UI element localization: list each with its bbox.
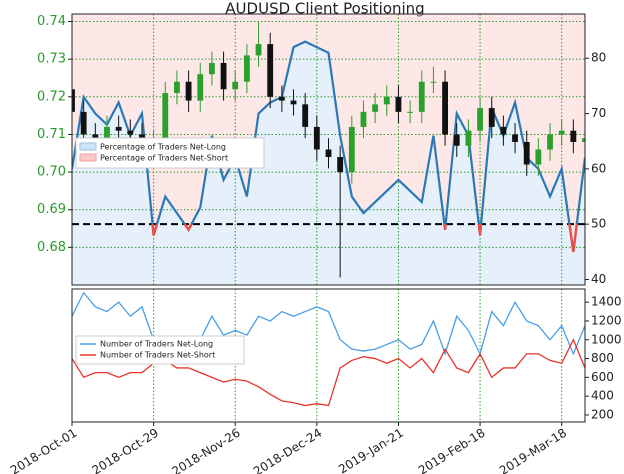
y-tick-label: 800: [591, 351, 614, 365]
y-tick-label: 600: [591, 370, 614, 384]
legend-box: [75, 137, 265, 169]
y-tick-label: 1200: [591, 313, 622, 327]
candle-body: [243, 55, 250, 82]
y-tick-label: 1400: [591, 295, 622, 309]
candle-body: [185, 81, 192, 101]
candle-body: [488, 108, 495, 127]
candle-body: [465, 130, 472, 146]
legend-label: Percentage of Traders Net-Long: [100, 143, 226, 152]
x-tick-label: 2018-Dec-24: [251, 426, 324, 474]
y2-tick-label: 60: [591, 161, 606, 175]
candle-body: [348, 126, 355, 173]
y-tick-label: 0.70: [37, 165, 66, 180]
legend-swatch: [79, 142, 97, 151]
y2-tick-label: 70: [591, 106, 606, 120]
candle-body: [208, 62, 215, 75]
candle-body: [360, 111, 367, 127]
y-tick-label: 0.69: [37, 202, 66, 217]
bottom-frame: [71, 288, 586, 423]
candle-body: [197, 74, 204, 101]
x-tick-label: 2018-Oct-29: [90, 426, 161, 474]
candle-body: [80, 111, 87, 135]
y-tick-label: 0.72: [37, 89, 66, 104]
candle-body: [104, 126, 110, 146]
candle-body: [162, 93, 169, 142]
candle-body: [174, 81, 180, 94]
candle-body: [127, 130, 134, 135]
x-tick-label: 2018-Oct-01: [8, 426, 79, 474]
candle-body: [255, 44, 262, 56]
candle-body: [407, 111, 414, 113]
candle-body: [395, 96, 402, 112]
candle-body: [453, 134, 460, 146]
legend-label: Number of Traders Net-Short: [100, 351, 215, 360]
chart-title: AUDUSD Client Positioning: [225, 0, 424, 18]
candle-body: [500, 126, 507, 135]
candle-body: [290, 100, 297, 105]
x-tick-label: 2019-Mar-18: [497, 426, 569, 474]
candle-body: [570, 130, 577, 142]
y2-tick-label: 50: [591, 217, 606, 231]
net-long-line: [72, 40, 585, 252]
candle-body: [477, 108, 483, 131]
top-frame: [71, 13, 586, 286]
candle-body: [267, 44, 274, 97]
candle-body: [325, 149, 332, 158]
candle-body: [72, 89, 75, 112]
candle-body: [430, 81, 437, 83]
y2-tick-label: 80: [591, 51, 606, 65]
candle-body: [512, 134, 518, 142]
y-tick-label: 0.73: [37, 52, 66, 67]
y-tick-label: 400: [591, 389, 614, 403]
y-tick-label: 200: [591, 407, 614, 421]
legend-label: Percentage of Traders Net-Short: [100, 154, 228, 163]
candle-body: [558, 130, 565, 135]
candle-body: [313, 126, 320, 150]
candle-body: [115, 126, 122, 131]
y2-tick-label: 40: [591, 272, 606, 286]
price-panel: [72, 14, 585, 285]
x-tick-label: 2019-Feb-18: [416, 426, 488, 474]
y-tick-label: 0.68: [37, 240, 66, 255]
y-tick-label: 1000: [591, 332, 622, 346]
candle-body: [523, 141, 530, 165]
y-tick-label: 0.74: [37, 14, 66, 29]
candle-body: [547, 134, 553, 150]
candle-body: [535, 149, 542, 165]
legend-label: Number of Traders Net-Long: [100, 340, 213, 349]
candle-body: [582, 138, 585, 142]
legend-swatch: [79, 153, 97, 162]
candle-body: [337, 157, 344, 173]
candle-body: [302, 104, 309, 127]
candle-body: [442, 81, 449, 135]
candle-body: [232, 81, 239, 90]
candle-body: [220, 62, 227, 90]
candle-body: [278, 96, 285, 101]
x-tick-label: 2019-Jan-21: [336, 426, 406, 474]
legend-box: [75, 335, 245, 365]
y-tick-label: 0.71: [37, 127, 66, 142]
candle-body: [383, 96, 390, 105]
candle-body: [418, 81, 425, 112]
candle-body: [372, 104, 379, 112]
x-tick-label: 2018-Nov-26: [169, 426, 242, 474]
